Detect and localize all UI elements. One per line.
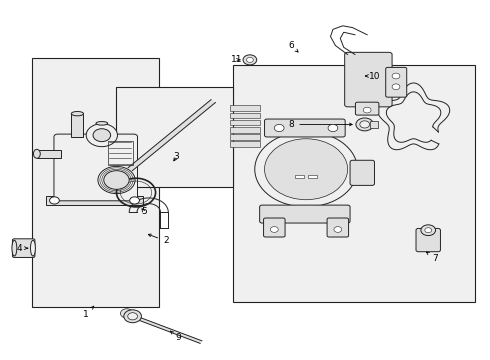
- Circle shape: [392, 84, 400, 90]
- Bar: [46, 196, 144, 205]
- Ellipse shape: [12, 240, 17, 256]
- Bar: [230, 105, 260, 111]
- Bar: [369, 121, 378, 128]
- Circle shape: [360, 121, 369, 128]
- Text: 8: 8: [289, 120, 352, 129]
- Bar: [295, 175, 304, 178]
- Text: 3: 3: [174, 152, 179, 161]
- Circle shape: [243, 55, 257, 65]
- Circle shape: [98, 166, 135, 194]
- Circle shape: [421, 225, 436, 235]
- Polygon shape: [132, 315, 202, 343]
- Circle shape: [392, 73, 400, 79]
- Bar: [308, 175, 317, 178]
- Ellipse shape: [30, 240, 35, 256]
- Bar: [108, 140, 133, 165]
- Circle shape: [274, 125, 284, 132]
- Bar: [230, 120, 260, 126]
- Circle shape: [265, 139, 347, 200]
- Circle shape: [124, 310, 142, 323]
- Circle shape: [425, 228, 432, 233]
- Circle shape: [86, 124, 118, 147]
- Ellipse shape: [33, 149, 40, 158]
- Circle shape: [130, 197, 140, 204]
- Circle shape: [93, 129, 111, 141]
- Bar: [32, 58, 159, 307]
- Bar: [230, 113, 260, 118]
- FancyBboxPatch shape: [264, 218, 285, 237]
- Polygon shape: [128, 100, 216, 171]
- Circle shape: [49, 197, 59, 204]
- Text: 1: 1: [83, 306, 94, 319]
- Bar: [230, 127, 260, 133]
- FancyBboxPatch shape: [344, 52, 392, 107]
- Bar: [230, 134, 260, 140]
- Circle shape: [128, 313, 138, 320]
- Circle shape: [334, 226, 342, 232]
- FancyBboxPatch shape: [260, 205, 350, 223]
- FancyBboxPatch shape: [416, 228, 441, 252]
- Ellipse shape: [72, 112, 83, 116]
- Bar: [230, 141, 260, 147]
- Circle shape: [104, 171, 129, 189]
- Circle shape: [121, 309, 133, 318]
- FancyBboxPatch shape: [12, 239, 35, 257]
- Bar: [116, 87, 233, 187]
- Text: 2: 2: [148, 234, 169, 246]
- Bar: [37, 149, 61, 158]
- Circle shape: [255, 132, 357, 207]
- Circle shape: [363, 107, 371, 113]
- Text: 7: 7: [426, 252, 439, 263]
- Text: 6: 6: [289, 41, 298, 52]
- FancyBboxPatch shape: [350, 160, 374, 185]
- FancyBboxPatch shape: [54, 134, 138, 201]
- Text: 9: 9: [170, 331, 181, 342]
- Circle shape: [246, 57, 253, 62]
- Ellipse shape: [96, 122, 108, 125]
- Text: 4: 4: [17, 244, 28, 253]
- FancyBboxPatch shape: [386, 67, 407, 97]
- Bar: [71, 114, 83, 137]
- Text: 5: 5: [141, 207, 147, 216]
- Bar: [233, 65, 475, 302]
- Text: 10: 10: [366, 72, 380, 81]
- Circle shape: [328, 125, 338, 132]
- Text: 11: 11: [231, 55, 243, 64]
- FancyBboxPatch shape: [265, 119, 345, 137]
- Circle shape: [356, 118, 373, 131]
- FancyBboxPatch shape: [355, 102, 379, 115]
- Circle shape: [270, 226, 278, 232]
- FancyBboxPatch shape: [327, 218, 348, 237]
